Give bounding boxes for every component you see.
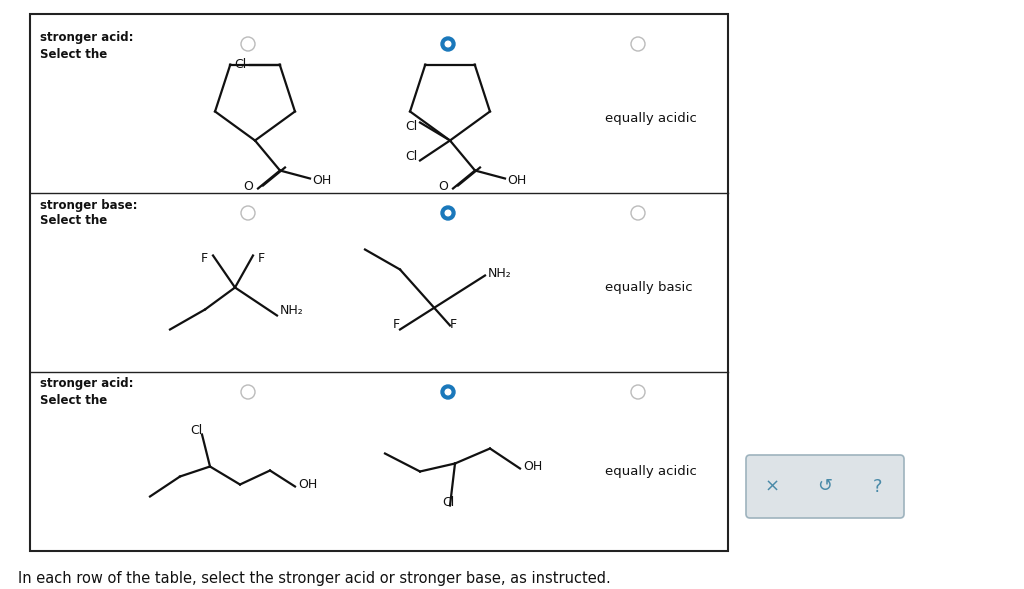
- Text: OH: OH: [312, 174, 331, 187]
- Text: F: F: [393, 319, 400, 332]
- Text: OH: OH: [507, 174, 526, 187]
- Text: Select the: Select the: [40, 214, 108, 227]
- Text: NH₂: NH₂: [280, 305, 304, 317]
- Bar: [30, 14, 728, 551]
- Text: F: F: [258, 252, 265, 264]
- Text: equally basic: equally basic: [605, 281, 692, 294]
- Text: ×: ×: [765, 478, 779, 495]
- FancyBboxPatch shape: [746, 455, 904, 518]
- Text: Cl: Cl: [189, 425, 202, 438]
- Circle shape: [241, 385, 255, 399]
- Text: ↺: ↺: [817, 478, 833, 495]
- Text: equally acidic: equally acidic: [605, 465, 697, 478]
- Circle shape: [441, 385, 455, 399]
- Text: ?: ?: [873, 478, 883, 495]
- Text: In each row of the table, select the stronger acid or stronger base, as instruct: In each row of the table, select the str…: [18, 571, 610, 586]
- Text: F: F: [201, 252, 208, 264]
- Circle shape: [445, 41, 451, 47]
- Text: NH₂: NH₂: [488, 267, 512, 280]
- Text: stronger acid:: stronger acid:: [40, 31, 133, 45]
- Circle shape: [441, 37, 455, 51]
- Text: Cl: Cl: [234, 58, 247, 71]
- Circle shape: [241, 37, 255, 51]
- Circle shape: [631, 37, 645, 51]
- Text: OH: OH: [298, 478, 317, 491]
- Text: F: F: [450, 319, 457, 332]
- Circle shape: [445, 389, 451, 395]
- Circle shape: [445, 210, 451, 216]
- Circle shape: [631, 206, 645, 220]
- Text: O: O: [243, 180, 253, 194]
- Text: equally acidic: equally acidic: [605, 112, 697, 125]
- Text: Cl: Cl: [404, 151, 417, 164]
- Text: Select the: Select the: [40, 48, 108, 61]
- Text: stronger base:: stronger base:: [40, 198, 137, 211]
- Circle shape: [241, 206, 255, 220]
- Text: Cl: Cl: [442, 497, 454, 509]
- Text: OH: OH: [523, 460, 543, 473]
- Circle shape: [441, 206, 455, 220]
- Text: Select the: Select the: [40, 393, 108, 406]
- Text: stronger acid:: stronger acid:: [40, 378, 133, 391]
- Text: Cl: Cl: [404, 120, 417, 133]
- Circle shape: [631, 385, 645, 399]
- Text: O: O: [438, 180, 449, 194]
